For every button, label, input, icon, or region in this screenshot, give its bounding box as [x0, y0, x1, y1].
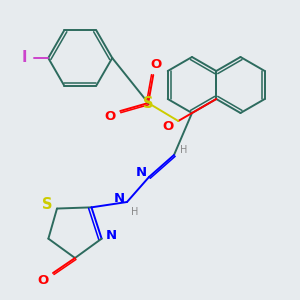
Text: H: H — [180, 145, 188, 155]
Text: N: N — [113, 193, 124, 206]
Text: S: S — [42, 197, 52, 212]
Text: O: O — [38, 274, 49, 287]
Text: O: O — [151, 58, 162, 71]
Text: O: O — [105, 110, 116, 122]
Text: N: N — [106, 229, 117, 242]
Text: N: N — [135, 167, 147, 179]
Text: H: H — [131, 207, 139, 217]
Text: S: S — [143, 95, 154, 110]
Text: O: O — [163, 121, 174, 134]
Text: I: I — [22, 50, 27, 65]
